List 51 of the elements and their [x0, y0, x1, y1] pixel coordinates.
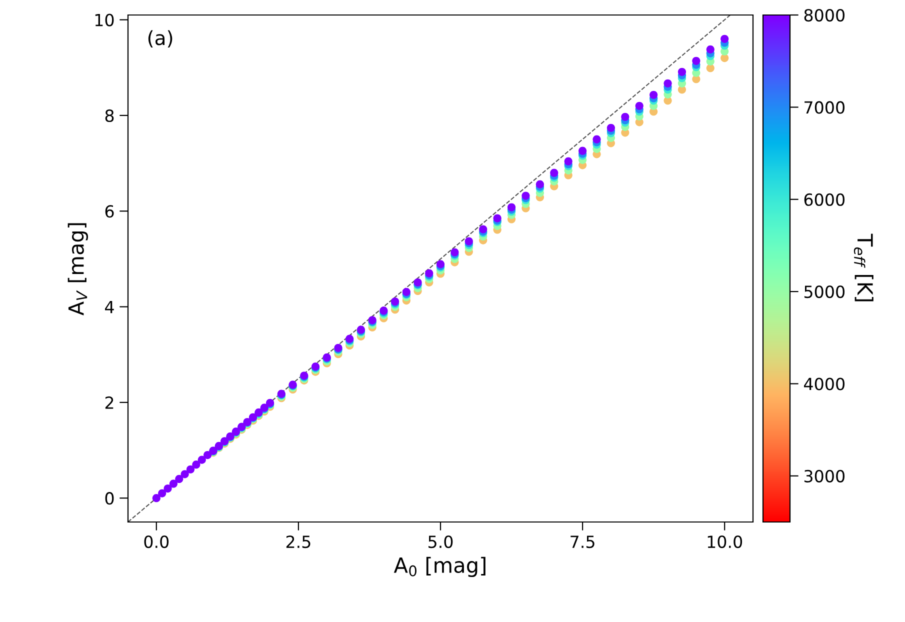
point [180, 470, 189, 478]
color-bar-label: 5000 [804, 286, 845, 298]
point [564, 157, 572, 166]
color-bar-label: 7000 [804, 101, 845, 114]
point [678, 68, 686, 76]
point [664, 79, 672, 88]
point [550, 168, 558, 177]
point [175, 474, 184, 483]
annotation: (a) [148, 30, 172, 48]
x-tick-label: 7.5 [570, 536, 594, 548]
y-tick-label: 4 [105, 300, 114, 314]
y-tick-label: 6 [105, 205, 114, 218]
point [706, 64, 714, 72]
point [186, 465, 195, 474]
color-bar-title: T$_{eff}$ [K] [854, 234, 874, 302]
point [692, 56, 700, 65]
point [507, 203, 516, 212]
y-tick-label: 0 [105, 492, 114, 505]
point [606, 124, 616, 132]
point [169, 480, 178, 488]
point [592, 135, 601, 144]
point [578, 146, 587, 155]
point [536, 180, 544, 188]
point [706, 45, 714, 54]
point [198, 456, 206, 464]
point [720, 34, 729, 43]
point [493, 214, 502, 222]
y-tick-label: 2 [105, 396, 114, 409]
point [635, 102, 644, 110]
x-tick-label: 10.0 [708, 535, 742, 548]
point [203, 450, 212, 460]
y-tick-label: 10 [95, 14, 114, 26]
color-bar-label: 8000 [804, 8, 845, 22]
point [621, 112, 630, 121]
x-tick-label: 5.0 [428, 535, 453, 548]
color-bar-label: 3000 [804, 470, 845, 482]
color-bar-label: 6000 [804, 193, 845, 206]
point [158, 489, 166, 498]
point [650, 90, 658, 99]
x-axis-title: A$_{0}$ [mag] [394, 556, 486, 578]
color-bar-label: 4000 [804, 378, 845, 390]
x-tick-label: 0.0 [144, 535, 169, 548]
point [720, 54, 729, 62]
point [152, 494, 160, 502]
x-tick-label: 2.5 [286, 535, 310, 548]
point [522, 192, 530, 200]
y-axis-title: A$_{V}$ [mag] [68, 223, 88, 316]
point [164, 484, 172, 493]
y-tick-label: 8 [105, 109, 114, 122]
point [192, 460, 200, 469]
point [479, 225, 488, 234]
